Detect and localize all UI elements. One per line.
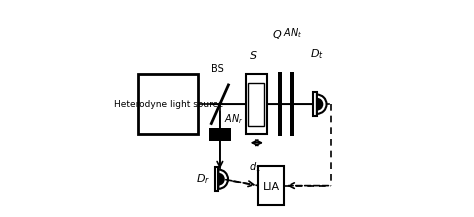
Text: $d_1$: $d_1$ xyxy=(249,160,261,174)
Bar xyxy=(246,74,267,134)
Wedge shape xyxy=(219,173,225,186)
Bar xyxy=(278,72,282,136)
Text: BS: BS xyxy=(211,64,224,74)
Wedge shape xyxy=(219,169,228,189)
Text: Q: Q xyxy=(273,30,282,40)
Text: $AN_t$: $AN_t$ xyxy=(283,26,302,40)
Text: $D_r$: $D_r$ xyxy=(196,172,210,186)
Text: Heterodyne light source: Heterodyne light source xyxy=(114,100,223,109)
Bar xyxy=(215,167,219,191)
Bar xyxy=(258,166,284,205)
Wedge shape xyxy=(317,98,323,111)
Bar xyxy=(313,92,317,116)
Wedge shape xyxy=(317,95,327,114)
Bar xyxy=(138,74,199,134)
Bar xyxy=(290,72,293,136)
Text: S: S xyxy=(249,51,256,61)
Bar xyxy=(248,83,264,126)
Text: $AN_r$: $AN_r$ xyxy=(224,112,244,126)
Bar xyxy=(209,128,230,141)
Text: LIA: LIA xyxy=(263,182,280,192)
Text: $D_t$: $D_t$ xyxy=(310,48,324,61)
